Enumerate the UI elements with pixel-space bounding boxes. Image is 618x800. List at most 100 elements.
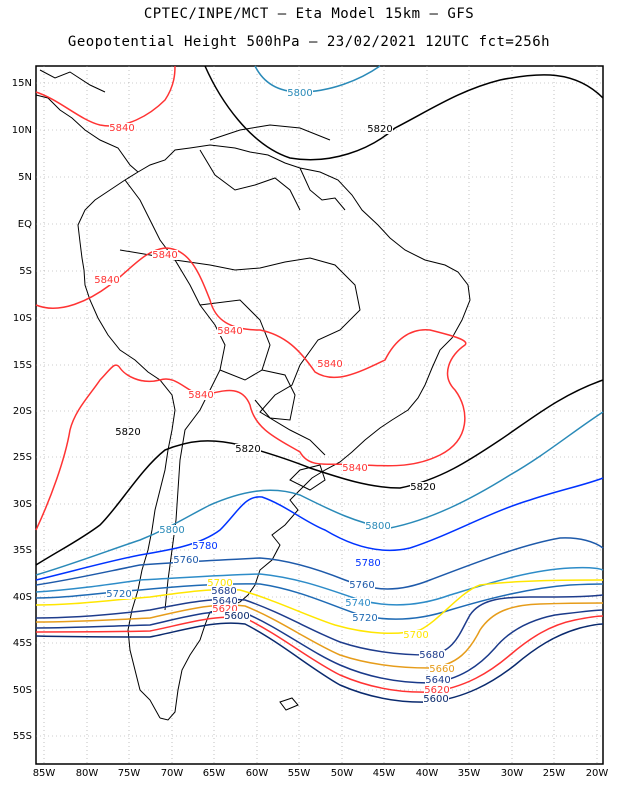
border-brazil [174,257,361,456]
contour-label-5720: 5720 [352,613,377,624]
contour-label-5820: 5820 [115,427,140,438]
contour-label-5800: 5800 [287,88,312,99]
latitude-ticks: 15N 10N 5N EQ 5S 10S 15S 20S 25S 30S 35S 40S 45S 50S 5… [12,78,32,742]
contour-label-bg [212,596,238,606]
lat-tick-label: 10N [12,125,32,136]
lat-tick-label: 55S [13,731,32,742]
lat-tick-label: 35S [13,545,32,556]
contour-label-bg [352,613,378,623]
contour-label-bg [410,482,436,492]
lat-tick-label: EQ [18,219,32,230]
border-venezuela [199,149,301,211]
contour-label-bg [235,444,261,454]
contour-label-5680: 5680 [419,650,444,661]
lon-tick-label: 40W [416,768,439,779]
graticule [36,66,603,764]
contour-label-5620: 5620 [212,604,237,615]
contour-label-bg [342,463,368,473]
contour-label-5820: 5820 [235,444,260,455]
contour-label-5600: 5600 [423,694,448,705]
contour-label-bg [345,598,371,608]
contour-label-5840: 5840 [152,250,177,261]
border-guianas [299,167,346,211]
coast-yucatan [39,69,106,93]
lat-tick-label: 50S [13,685,32,696]
contour-5820-north [204,65,604,161]
contour-label-5740: 5740 [345,598,370,609]
contour-label-5700: 5700 [207,578,232,589]
contour-label-bg [152,250,178,260]
border-bolivia [199,299,271,381]
lon-tick-label: 25W [543,768,566,779]
contour-label-bg [94,275,120,285]
contour-label-5640: 5640 [212,596,237,607]
lon-tick-label: 30W [501,768,524,779]
contour-label-bg [367,124,393,134]
lon-tick-label: 65W [203,768,226,779]
contour-label-5840: 5840 [217,326,242,337]
lat-tick-label: 15N [12,78,32,89]
contour-label-bg [423,694,449,704]
lat-tick-label: 30S [13,499,32,510]
contour-label-5760: 5760 [349,580,374,591]
lon-tick-label: 55W [288,768,311,779]
contour-5820-south [35,379,604,566]
contour-label-bg [211,586,237,596]
lat-tick-label: 5N [18,172,32,183]
border-paraguay [254,369,296,421]
lon-tick-label: 20W [586,768,609,779]
lat-tick-label: 45S [13,638,32,649]
contour-label-5780: 5780 [192,541,217,552]
contour-label-5820: 5820 [410,482,435,493]
contour-label-5840: 5840 [94,275,119,286]
contour-label-bg [424,685,450,695]
contour-label-bg [207,578,233,588]
contour-label-bg [403,630,429,640]
contour-label-5700: 5700 [403,630,428,641]
contour-label-5720: 5720 [106,589,131,600]
contour-label-5660: 5660 [429,664,454,675]
contour-label-5800: 5800 [365,521,390,532]
contour-label-5600: 5600 [224,611,249,622]
contour-5840-northwest [35,65,176,127]
lat-tick-label: 25S [13,452,32,463]
contour-label-bg [115,427,141,437]
contour-label-bg [192,541,218,551]
coast-caribbean [209,124,331,141]
contour-label-bg [349,580,375,590]
contour-label-bg [355,558,381,568]
lon-tick-label: 75W [118,768,141,779]
contour-label-bg [224,611,250,621]
longitude-ticks: 85W 80W 75W 70W 65W 60W 55W 50W 45W 40W 35W 30W 25W 2… [33,768,609,779]
contour-label-bg [109,123,135,133]
contour-label-bg [159,525,185,535]
contour-label-5840: 5840 [188,390,213,401]
contour-label-5640: 5640 [425,675,450,686]
contour-5800-south [35,411,604,576]
title-line-1: CPTEC/INPE/MCT – Eta Model 15km – GFS [143,6,475,22]
contour-label-bg [188,390,214,400]
lat-tick-label: 40S [13,592,32,603]
contour-label-5780: 5780 [355,558,380,569]
contour-label-5840: 5840 [109,123,134,134]
lat-tick-label: 5S [19,266,32,277]
contour-label-5800: 5800 [159,525,184,536]
contour-label-5620: 5620 [424,685,449,696]
coast-central-america [35,94,139,173]
lat-tick-label: 10S [13,313,32,324]
lon-tick-label: 35W [458,768,481,779]
lon-tick-label: 50W [331,768,354,779]
contour-label-bg [212,604,238,614]
contour-label-bg [429,664,455,674]
contour-label-5680: 5680 [211,586,236,597]
contour-label-bg [287,88,313,98]
contour-label-bg [365,521,391,531]
contour-5840-central [35,247,467,531]
contour-label-bg [173,555,199,565]
lon-tick-label: 60W [246,768,269,779]
contour-label-5820: 5820 [367,124,392,135]
border-colombia [124,179,176,261]
contour-labels: 5800 5820 5840 5840 5840 5840 5840 5840 5840 5820… [94,88,455,705]
coast-west-sa [77,171,176,719]
